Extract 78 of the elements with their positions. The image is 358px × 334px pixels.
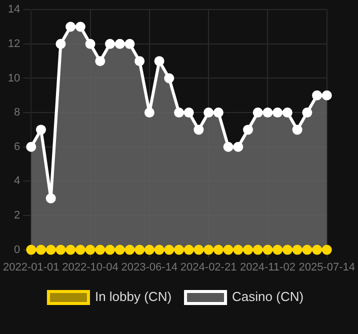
legend-label: Casino (CN): [232, 289, 304, 304]
point: [252, 108, 263, 118]
point: [124, 244, 135, 255]
point: [204, 244, 214, 255]
x-tick-label: 2024-02-21: [180, 261, 237, 274]
point: [56, 38, 66, 49]
point: [262, 244, 273, 255]
point: [56, 244, 66, 255]
legend-label: In lobby (CN): [94, 289, 172, 304]
x-tick-label: 2022-10-04: [62, 261, 118, 274]
point: [223, 142, 234, 152]
point: [134, 56, 145, 66]
y-tick-label: 0: [14, 244, 20, 256]
point: [124, 38, 135, 49]
point: [243, 124, 254, 135]
point: [272, 244, 283, 255]
point: [322, 244, 332, 255]
point: [75, 22, 86, 32]
point: [144, 244, 154, 255]
point: [322, 90, 332, 100]
point: [66, 244, 76, 255]
point: [243, 244, 254, 255]
x-tick-label: 2022-01-01: [2, 261, 60, 274]
point: [26, 142, 36, 152]
point: [114, 244, 125, 255]
y-tick-label: 10: [8, 72, 20, 84]
point: [174, 108, 184, 118]
point: [194, 244, 204, 255]
point: [164, 244, 174, 255]
point: [194, 124, 204, 135]
point: [233, 142, 244, 152]
point: [154, 56, 164, 66]
point: [46, 193, 56, 204]
point: [223, 244, 234, 255]
point: [36, 244, 46, 255]
x-tick-label: 2023-06-14: [121, 261, 178, 274]
point: [154, 244, 164, 255]
point: [292, 124, 302, 135]
point: [95, 56, 106, 66]
y-tick-label: 6: [14, 140, 20, 153]
point: [233, 244, 244, 255]
point: [174, 244, 184, 255]
point: [114, 38, 125, 49]
point: [36, 124, 46, 135]
point: [213, 244, 224, 255]
x-tick-label: 2025-07-14: [298, 261, 356, 274]
point: [312, 90, 322, 100]
point: [75, 244, 86, 255]
point: [213, 108, 224, 118]
point: [46, 244, 56, 255]
point: [204, 108, 214, 118]
point: [66, 22, 76, 32]
point: [262, 108, 273, 118]
y-tick-label: 8: [14, 106, 20, 119]
point: [95, 244, 106, 255]
point: [282, 244, 292, 255]
point: [292, 244, 302, 255]
point: [26, 244, 36, 255]
point: [302, 108, 312, 118]
point: [184, 108, 194, 118]
y-tick-label: 12: [8, 38, 20, 50]
point: [104, 244, 115, 255]
point: [282, 108, 292, 118]
point: [252, 244, 263, 255]
point: [164, 73, 174, 84]
point: [184, 244, 194, 255]
y-tick-label: 4: [14, 175, 20, 188]
point: [302, 244, 312, 255]
point: [134, 244, 145, 255]
point: [85, 38, 96, 49]
y-tick-label: 2: [14, 210, 20, 222]
point: [104, 38, 115, 49]
y-tick-label: 14: [8, 4, 20, 16]
x-tick-label: 2024-11-02: [240, 261, 296, 274]
point: [312, 244, 322, 255]
point: [85, 244, 96, 255]
point: [272, 108, 283, 118]
point: [144, 108, 154, 118]
